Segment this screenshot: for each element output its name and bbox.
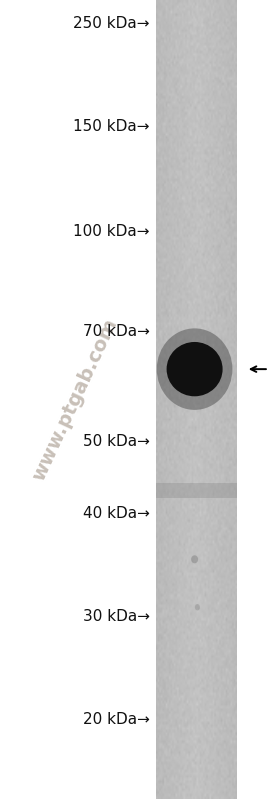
Text: 250 kDa→: 250 kDa→ xyxy=(73,17,150,31)
Text: 20 kDa→: 20 kDa→ xyxy=(83,712,150,726)
Bar xyxy=(156,0,237,799)
Ellipse shape xyxy=(167,342,223,396)
Text: 50 kDa→: 50 kDa→ xyxy=(83,435,150,449)
Text: 30 kDa→: 30 kDa→ xyxy=(83,610,150,624)
Text: 70 kDa→: 70 kDa→ xyxy=(83,324,150,339)
Text: 40 kDa→: 40 kDa→ xyxy=(83,507,150,521)
Text: www.ptgab.com: www.ptgab.com xyxy=(30,316,122,483)
Ellipse shape xyxy=(195,604,200,610)
Ellipse shape xyxy=(157,328,232,410)
Text: 100 kDa→: 100 kDa→ xyxy=(73,225,150,239)
Ellipse shape xyxy=(191,555,198,563)
Bar xyxy=(156,483,237,498)
Text: 150 kDa→: 150 kDa→ xyxy=(73,119,150,133)
